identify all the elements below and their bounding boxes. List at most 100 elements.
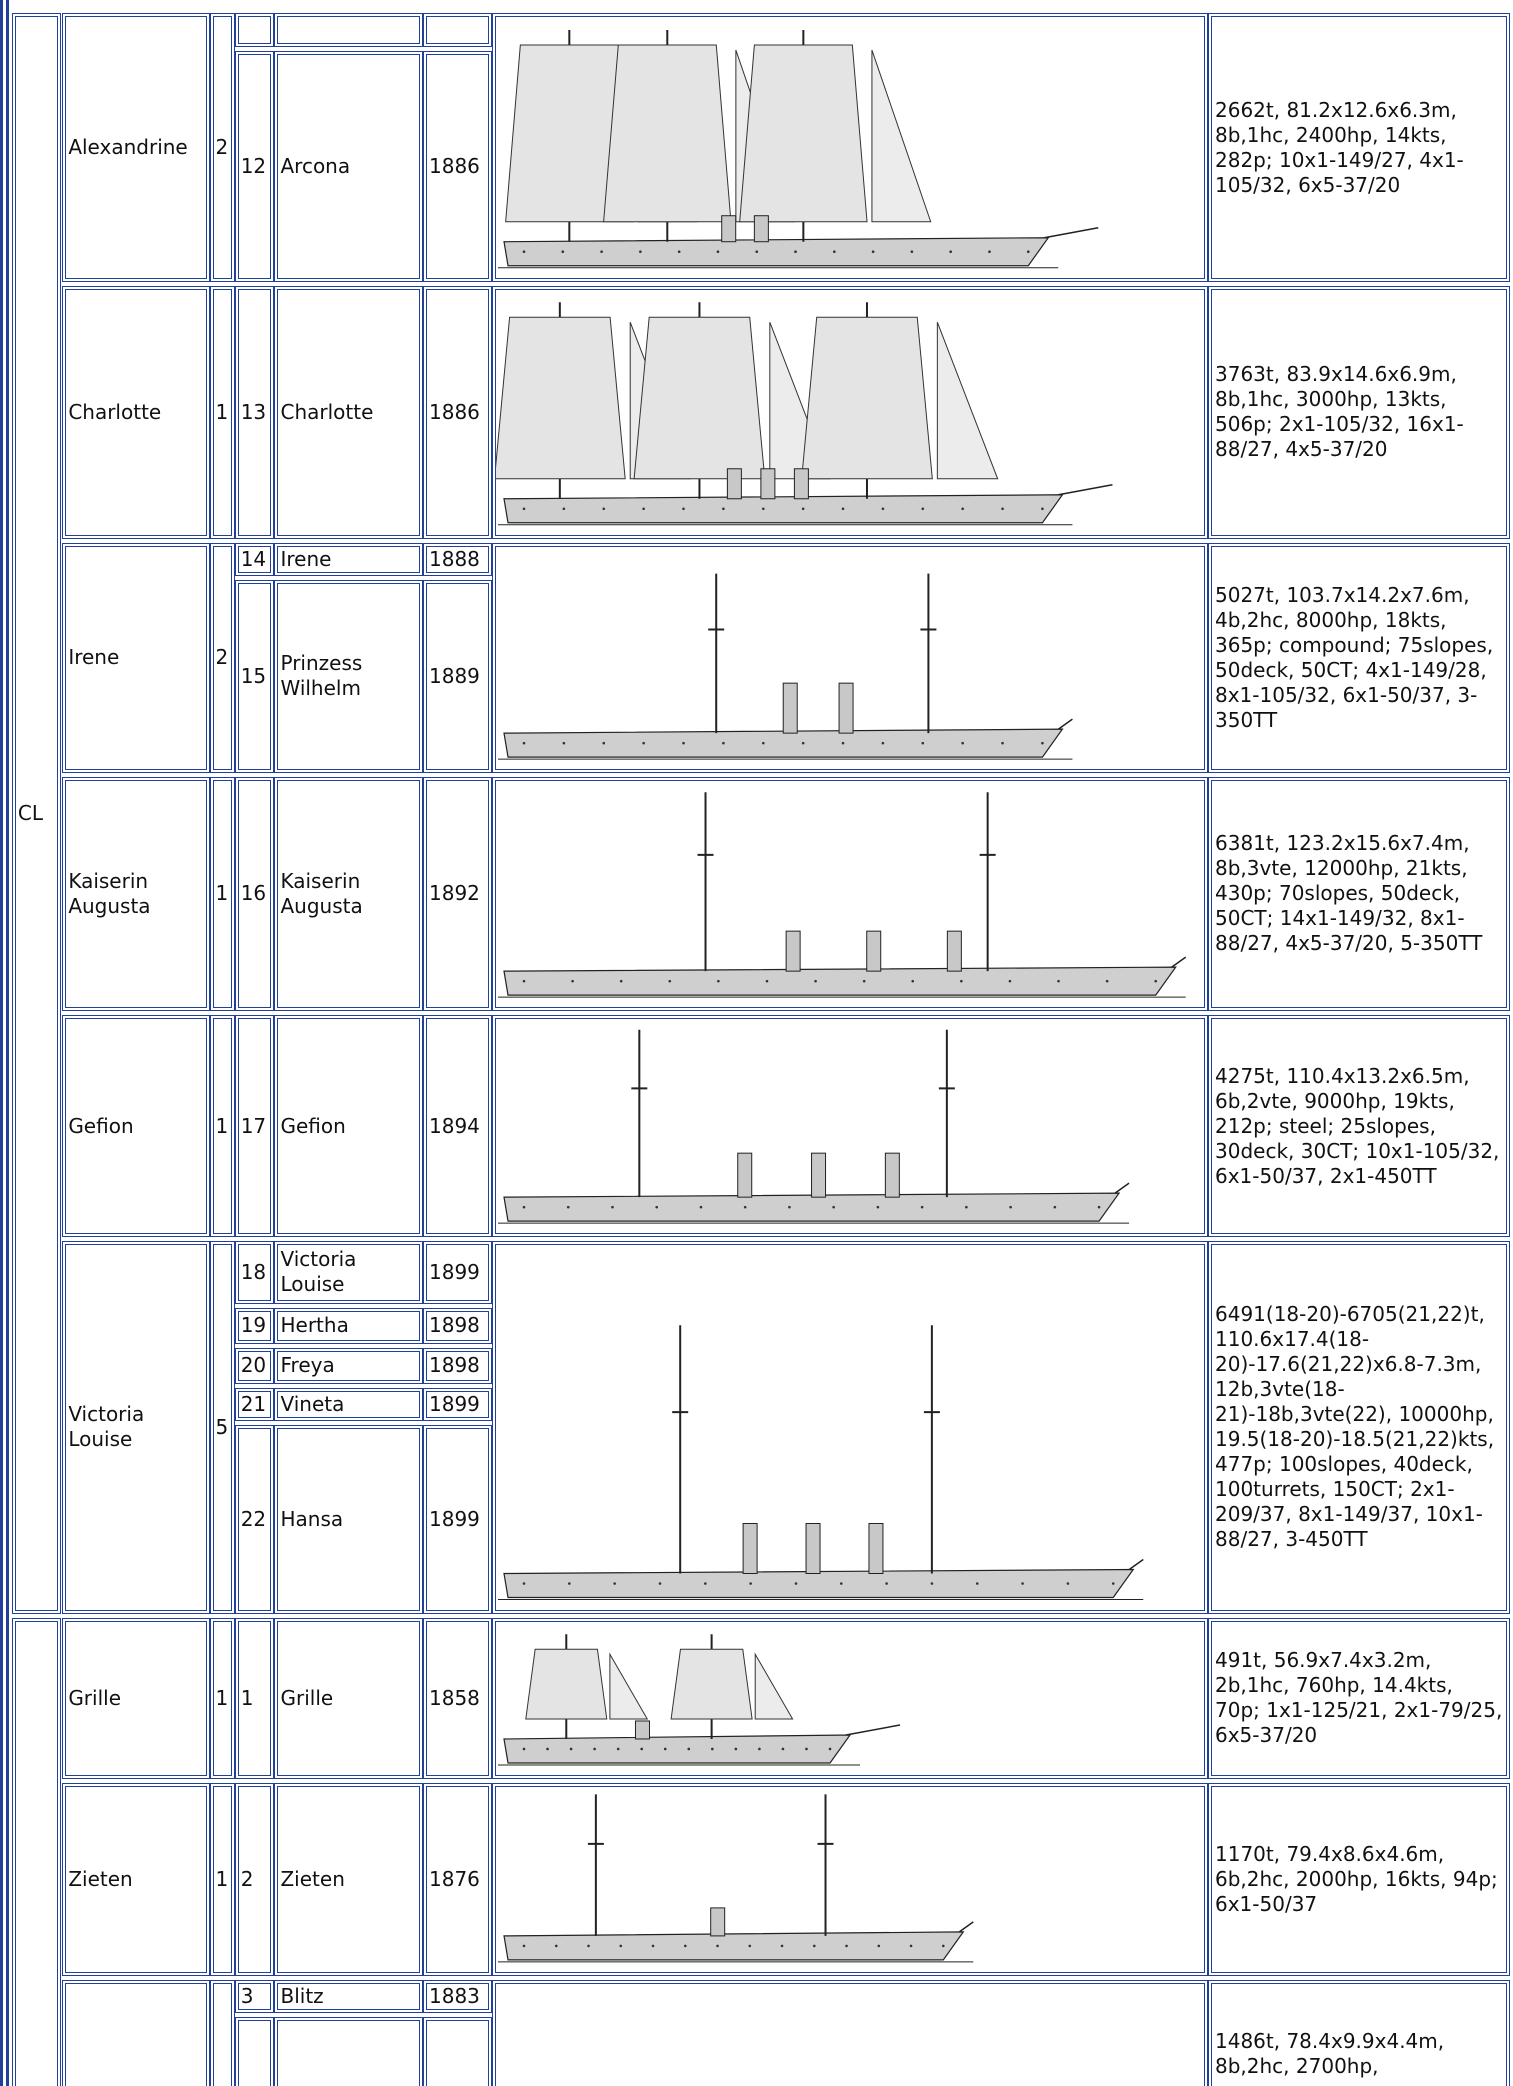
class-name: Victoria Louise <box>62 1241 210 1614</box>
porthole <box>703 1582 707 1586</box>
ship-number: 1 <box>234 1617 275 1779</box>
specifications: 6381t, 123.2x15.6x7.4m, 8b,3vte, 12000hp… <box>1208 776 1511 1012</box>
porthole <box>593 1747 596 1750</box>
funnel <box>634 1720 650 1740</box>
ship-year-text: 1892 <box>429 881 480 906</box>
ship-count: 1 <box>209 1015 235 1238</box>
porthole <box>619 979 623 983</box>
hull <box>503 494 1064 524</box>
ship-name: Vineta <box>274 1387 423 1421</box>
porthole <box>812 1944 816 1947</box>
specifications-text: 4275t, 110.4x13.2x6.5m, 6b,2vte, 9000hp,… <box>1215 1063 1500 1188</box>
funnel <box>710 1907 726 1937</box>
porthole <box>814 979 817 983</box>
porthole <box>571 979 574 983</box>
funnel <box>721 215 737 243</box>
ship-name-text: Blitz <box>280 1983 324 2008</box>
ship-count-text: 2 <box>215 645 229 670</box>
porthole <box>716 1944 719 1947</box>
ship-name-text: Victoria Louise <box>280 1247 357 1297</box>
porthole <box>602 507 606 511</box>
ship-drawing <box>497 792 1187 998</box>
porthole <box>988 250 991 254</box>
jib <box>936 322 999 480</box>
sail <box>801 316 933 480</box>
ship-count-text: 1 <box>215 881 229 906</box>
ship-number: 15 <box>234 580 275 773</box>
funnel <box>785 930 801 972</box>
ship-year-text: 1888 <box>429 546 480 571</box>
ship-name: Hansa <box>274 1424 423 1614</box>
hull <box>503 237 1050 267</box>
porthole <box>1111 1582 1115 1586</box>
ship-name-text: Arcona <box>280 153 351 178</box>
class-name-text: Grille <box>68 1685 122 1710</box>
ship-name: Gefion <box>274 1015 423 1238</box>
porthole <box>722 507 725 511</box>
funnel <box>866 930 882 972</box>
porthole <box>567 1582 571 1586</box>
funnel <box>838 682 854 734</box>
ship-number: 19 <box>234 1307 275 1344</box>
ship-count: 2 <box>209 13 235 283</box>
porthole <box>710 1747 714 1750</box>
class-name-text: Zieten <box>68 1866 133 1891</box>
porthole <box>781 1747 785 1750</box>
ship-name-text: Zieten <box>280 1866 345 1891</box>
ship-name: Hertha <box>274 1307 423 1344</box>
class-name: Irene <box>62 542 210 773</box>
class-name: Grille <box>62 1617 210 1779</box>
ship-number-text: 12 <box>240 153 267 178</box>
porthole <box>613 1582 616 1586</box>
ship-year-text: 1886 <box>429 153 480 178</box>
specifications: 6491(18-20)-6705(21,22)t, 110.6x17.4(18-… <box>1208 1241 1511 1614</box>
ship-year <box>423 13 492 47</box>
ship-name: Blitz <box>274 1979 423 2013</box>
ship-drawing <box>497 1325 1144 1601</box>
ship-year-text: 1858 <box>429 1685 480 1710</box>
jib <box>754 1652 794 1720</box>
ship-count: 1 <box>209 286 235 539</box>
ship-name-text: Hansa <box>280 1506 344 1531</box>
ship-number: 12 <box>234 50 275 283</box>
porthole <box>1008 979 1012 983</box>
porthole <box>877 1944 881 1947</box>
class-name: Alexandrine <box>62 13 210 283</box>
porthole <box>921 507 925 511</box>
ship-image <box>491 1241 1208 1614</box>
ship-year: 1894 <box>423 1015 492 1238</box>
porthole <box>1021 1582 1024 1586</box>
ship-count: 1 <box>209 776 235 1012</box>
bowsprit <box>845 1723 901 1736</box>
class-name: Kaiserin Augusta <box>62 776 210 1012</box>
ship-image <box>491 776 1208 1012</box>
porthole <box>1097 1205 1101 1209</box>
ship-number-text: 20 <box>240 1353 267 1378</box>
bowsprit <box>1058 484 1113 496</box>
porthole <box>960 979 963 983</box>
ship-year-text: 1899 <box>429 1391 480 1416</box>
porthole <box>910 250 914 254</box>
porthole <box>801 741 805 745</box>
hull <box>503 1930 965 1961</box>
funnel <box>742 1523 758 1575</box>
porthole <box>871 250 875 254</box>
ship-year-text: 1894 <box>429 1113 480 1138</box>
porthole <box>682 507 685 511</box>
porthole <box>651 1944 655 1947</box>
class-name-text: Victoria Louise <box>68 1402 145 1452</box>
porthole <box>546 1747 549 1750</box>
porthole <box>1001 507 1004 511</box>
porthole <box>876 1205 880 1209</box>
sail <box>495 316 626 480</box>
porthole <box>522 1944 526 1947</box>
porthole <box>841 507 845 511</box>
funnel <box>810 1152 826 1198</box>
class-name-text: Charlotte <box>68 399 162 424</box>
ship-name: Irene <box>274 542 423 577</box>
ship-image <box>491 1979 1208 2086</box>
funnel <box>946 930 962 972</box>
ship-number-text: 2 <box>240 1866 254 1891</box>
porthole <box>801 507 805 511</box>
ship-year: 1892 <box>423 776 492 1012</box>
